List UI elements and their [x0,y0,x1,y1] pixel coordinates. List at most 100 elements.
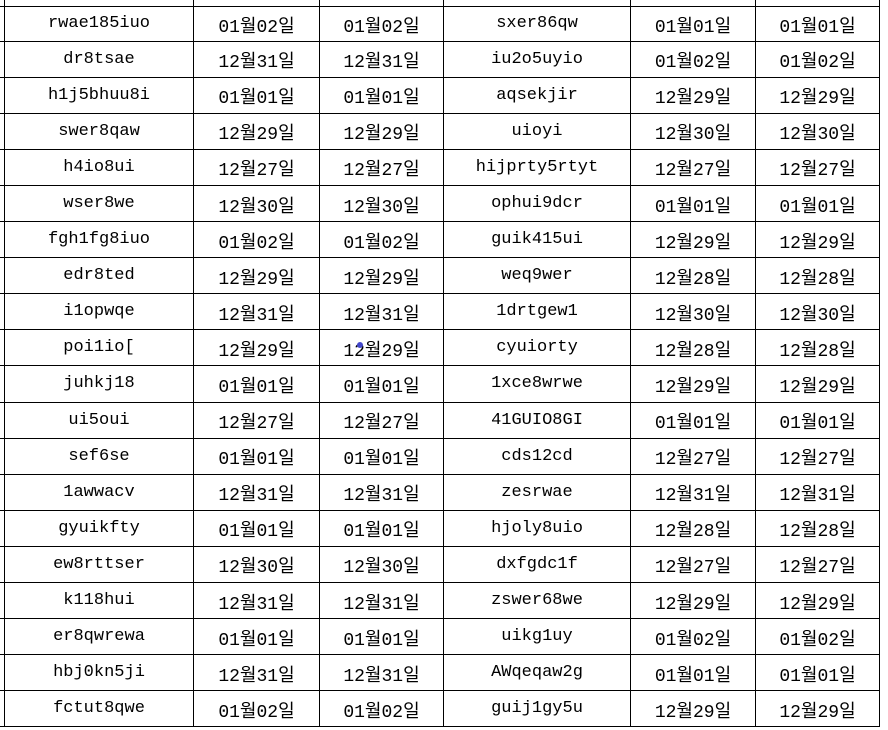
date-cell[interactable]: 12월31일 [756,474,880,511]
date-cell[interactable]: 12월28일 [756,330,880,367]
date-cell[interactable]: 12월29일 [194,113,320,150]
date-cell[interactable]: 01월02일 [320,5,444,42]
name-cell[interactable]: dr8tsae [5,41,194,78]
name-cell[interactable]: zswer68we [444,583,631,620]
date-cell[interactable]: 01월02일 [320,222,444,259]
date-cell[interactable]: 01월01일 [320,366,444,403]
name-cell[interactable]: weq9wer [444,258,631,295]
date-cell[interactable]: 12월28일 [756,510,880,547]
name-cell[interactable]: uioyi [444,113,631,150]
date-cell[interactable]: 12월29일 [756,77,880,114]
name-cell[interactable]: wser8we [5,185,194,223]
name-cell[interactable]: ew8rttser [5,546,194,583]
date-cell[interactable]: 12월29일 [320,258,444,295]
date-cell[interactable]: 01월02일 [631,41,756,78]
date-cell[interactable]: 01월02일 [194,5,320,42]
date-cell[interactable]: 01월01일 [756,185,880,223]
date-cell[interactable]: 12월31일 [320,583,444,620]
date-cell[interactable]: 12월29일 [194,258,320,295]
date-cell[interactable]: 12월29일 [194,330,320,367]
date-cell[interactable]: 12월27일 [756,149,880,186]
name-cell[interactable]: edr8ted [5,258,194,295]
date-cell[interactable]: 12월29일 [631,222,756,259]
name-cell[interactable]: er8qwrewa [5,619,194,656]
date-cell[interactable]: 12월30일 [631,113,756,150]
date-cell[interactable]: 12월30일 [756,294,880,331]
name-cell[interactable]: poi1io[ [5,330,194,367]
date-cell[interactable]: 12월30일 [194,546,320,583]
name-cell[interactable]: h4io8ui [5,149,194,186]
name-cell[interactable]: guik415ui [444,222,631,259]
date-cell[interactable]: 12월31일 [631,474,756,511]
date-cell[interactable]: 12월30일 [320,185,444,223]
date-cell[interactable]: 01월02일 [756,619,880,656]
date-cell[interactable]: 12월30일 [320,546,444,583]
date-cell[interactable]: 12월27일 [194,149,320,186]
name-cell[interactable]: 1xce8wrwe [444,366,631,403]
date-cell[interactable]: 12월29일 [320,330,444,367]
name-cell[interactable]: cds12cd [444,438,631,475]
date-cell[interactable]: 01월01일 [631,402,756,439]
date-cell[interactable]: 12월28일 [631,258,756,295]
date-cell[interactable]: 12월27일 [756,546,880,583]
name-cell[interactable]: aqsekjir [444,77,631,114]
date-cell[interactable]: 12월27일 [194,402,320,439]
date-cell[interactable]: 12월31일 [320,474,444,511]
name-cell[interactable]: dxfgdc1f [444,546,631,583]
date-cell[interactable]: 01월01일 [756,402,880,439]
date-cell[interactable]: 01월01일 [194,77,320,114]
date-cell[interactable]: 12월29일 [756,366,880,403]
date-cell[interactable]: 12월31일 [320,41,444,78]
name-cell[interactable]: ui5oui [5,402,194,439]
date-cell[interactable]: 12월30일 [194,185,320,223]
date-cell[interactable]: 12월29일 [320,113,444,150]
date-cell[interactable]: 01월01일 [631,5,756,42]
date-cell[interactable]: 12월31일 [194,655,320,692]
date-cell[interactable]: 01월01일 [194,619,320,656]
date-cell[interactable]: 01월01일 [320,510,444,547]
name-cell[interactable]: i1opwqe [5,294,194,331]
name-cell[interactable]: gyuikfty [5,510,194,547]
date-cell[interactable]: 01월01일 [194,438,320,475]
date-cell[interactable]: 12월31일 [320,294,444,331]
name-cell[interactable]: zesrwae [444,474,631,511]
name-cell[interactable]: hbj0kn5ji [5,655,194,692]
date-cell[interactable]: 12월27일 [320,149,444,186]
date-cell[interactable]: 12월27일 [756,438,880,475]
date-cell[interactable]: 12월29일 [631,77,756,114]
date-cell[interactable]: 01월01일 [756,5,880,42]
date-cell[interactable]: 12월30일 [631,294,756,331]
name-cell[interactable]: 41GUIO8GI [444,402,631,439]
date-cell[interactable]: 12월30일 [756,113,880,150]
date-cell[interactable]: 12월27일 [320,402,444,439]
name-cell[interactable]: iu2o5uyio [444,41,631,78]
name-cell[interactable]: k118hui [5,583,194,620]
name-cell[interactable]: AWqeqaw2g [444,655,631,692]
date-cell[interactable]: 01월02일 [194,222,320,259]
date-cell[interactable]: 12월29일 [631,366,756,403]
date-cell[interactable]: 12월31일 [320,655,444,692]
date-cell[interactable]: 01월01일 [631,655,756,692]
date-cell[interactable]: 12월27일 [631,438,756,475]
name-cell[interactable]: 1drtgew1 [444,294,631,331]
name-cell[interactable]: ophui9dcr [444,185,631,223]
name-cell[interactable]: rwae185iuo [5,5,194,42]
date-cell[interactable]: 12월27일 [631,546,756,583]
name-cell[interactable]: juhkj18 [5,366,194,403]
date-cell[interactable]: 01월01일 [631,185,756,223]
date-cell[interactable]: 12월29일 [756,583,880,620]
date-cell[interactable]: 12월28일 [631,510,756,547]
date-cell[interactable]: 01월02일 [320,691,444,728]
name-cell[interactable]: hjoly8uio [444,510,631,547]
name-cell[interactable]: fgh1fg8iuo [5,222,194,259]
date-cell[interactable]: 01월01일 [320,619,444,656]
name-cell[interactable]: swer8qaw [5,113,194,150]
name-cell[interactable]: sef6se [5,438,194,475]
date-cell[interactable]: 12월29일 [631,691,756,728]
date-cell[interactable]: 12월28일 [756,258,880,295]
date-cell[interactable]: 12월31일 [194,474,320,511]
date-cell[interactable]: 01월01일 [194,510,320,547]
name-cell[interactable]: sxer86qw [444,5,631,42]
date-cell[interactable]: 01월01일 [320,438,444,475]
date-cell[interactable]: 12월29일 [631,583,756,620]
